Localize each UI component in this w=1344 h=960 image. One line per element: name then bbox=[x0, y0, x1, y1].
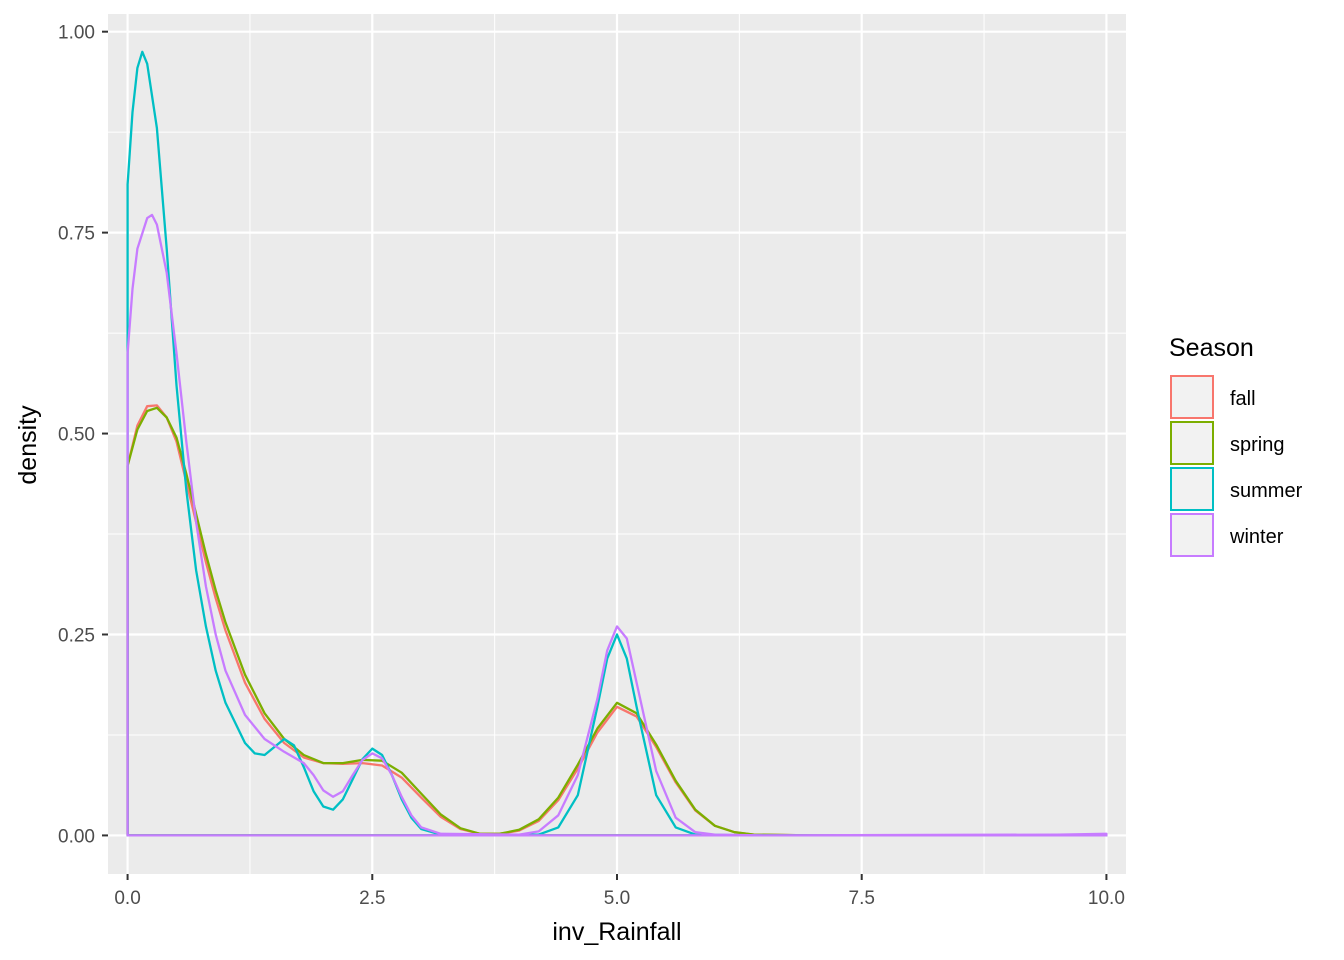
legend-key-summer bbox=[1170, 467, 1214, 511]
density-line-summer bbox=[126, 50, 1108, 837]
legend-key-fall bbox=[1170, 375, 1214, 419]
density-line-spring bbox=[126, 406, 1108, 837]
y-tick-label: 1.00 bbox=[58, 23, 95, 44]
x-tick-label: 5.0 bbox=[604, 888, 630, 909]
x-axis-title: inv_Rainfall bbox=[552, 918, 681, 946]
y-tick-label: 0.00 bbox=[58, 826, 95, 847]
x-tick-label: 10.0 bbox=[1088, 888, 1125, 909]
y-axis-title: density bbox=[14, 405, 42, 485]
legend-label-summer: summer bbox=[1230, 480, 1303, 502]
legend-label-fall: fall bbox=[1230, 388, 1256, 410]
legend-key-spring bbox=[1170, 421, 1214, 465]
legend-label-spring: spring bbox=[1230, 434, 1284, 456]
density-lines bbox=[126, 50, 1108, 837]
x-axis: 0.0 2.5 5.0 7.5 10.0 bbox=[114, 874, 1125, 909]
legend-key-winter bbox=[1170, 513, 1214, 557]
y-tick-label: 0.25 bbox=[58, 625, 95, 646]
legend-title: Season bbox=[1169, 334, 1254, 362]
legend: Season fall spring summer winter bbox=[1169, 334, 1303, 557]
legend-label-winter: winter bbox=[1229, 526, 1284, 548]
x-tick-label: 2.5 bbox=[359, 888, 385, 909]
x-tick-label: 0.0 bbox=[114, 888, 140, 909]
y-tick-label: 0.75 bbox=[58, 224, 95, 245]
x-tick-label: 7.5 bbox=[849, 888, 875, 909]
y-tick-label: 0.50 bbox=[58, 425, 95, 446]
density-line-winter bbox=[126, 213, 1108, 837]
y-axis: 0.00 0.25 0.50 0.75 1.00 bbox=[58, 23, 108, 847]
